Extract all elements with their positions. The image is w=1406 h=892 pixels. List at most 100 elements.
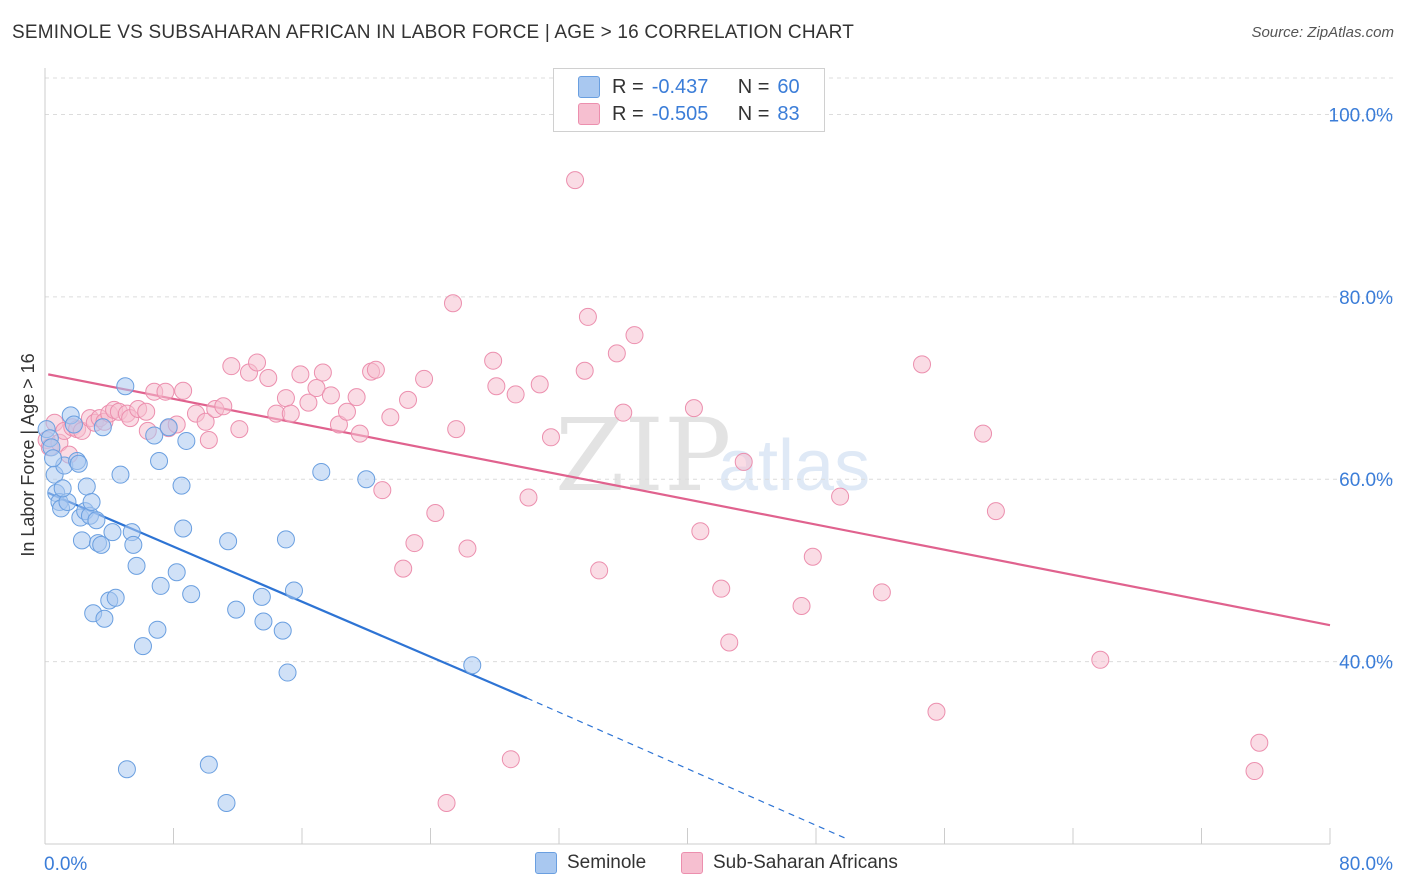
subsaharan-point (156, 382, 175, 401)
chart-source: Source: ZipAtlas.com (1251, 24, 1394, 41)
legend-n-label: N = (737, 102, 770, 125)
subsaharan-point (484, 351, 503, 370)
subsaharan-point (487, 377, 506, 396)
subsaharan-point (913, 355, 932, 374)
subsaharan-point (405, 534, 424, 553)
subsaharan-point (607, 344, 626, 363)
subsaharan-point (530, 375, 549, 394)
subsaharan-point (321, 386, 340, 405)
seminole-point (92, 535, 111, 554)
seminole-point (463, 656, 482, 675)
subsaharan-trend-line (48, 373, 1331, 627)
subsaharan-point (519, 488, 538, 507)
subsaharan-point (974, 424, 993, 443)
axis-labels: 40.0% 60.0% 80.0% 100.0% 0.0% 80.0% (44, 105, 1393, 875)
subsaharan-point (1250, 733, 1269, 752)
legend-r-value: -0.437 (651, 75, 709, 98)
seminole-point (278, 663, 297, 682)
seminole-point (172, 476, 191, 495)
seminole-point (116, 377, 135, 396)
seminole-point (357, 470, 376, 489)
legend-swatch-seminole (578, 76, 600, 98)
legend-r-value: -0.505 (651, 102, 709, 125)
legend-n-label: N = (737, 75, 770, 98)
legend-row-seminole: R = -0.437 N = 60 (578, 74, 800, 100)
subsaharan-point (230, 420, 249, 439)
seminole-point (217, 793, 236, 812)
seminole-point (106, 588, 125, 607)
seminole-point (150, 452, 169, 470)
y-tick-label: 100.0% (1329, 105, 1394, 126)
seminole-point (174, 519, 193, 538)
legend-swatch-subsaharan (578, 103, 600, 125)
subsaharan-point (174, 381, 193, 400)
y-tick-label: 60.0% (1339, 470, 1393, 491)
legend-r-label: R = (612, 102, 644, 125)
seminole-point (151, 576, 170, 595)
subsaharan-point (259, 369, 278, 388)
subsaharan-point (691, 522, 710, 541)
subsaharan-point (734, 452, 753, 471)
y-axis-label: In Labor Force | Age > 16 (18, 353, 38, 556)
subsaharan-point (506, 385, 525, 404)
subsaharan-point (443, 294, 462, 313)
subsaharan-point (381, 408, 400, 427)
legend-row-subsaharan: R = -0.505 N = 83 (578, 101, 800, 127)
subsaharan-point (222, 357, 241, 376)
seminole-point (276, 530, 295, 549)
subsaharan-point (831, 487, 850, 506)
subsaharan-point (276, 389, 295, 408)
subsaharan-point (614, 403, 633, 422)
subsaharan-point (575, 361, 594, 380)
seminole-point (252, 587, 271, 606)
y-tick-label: 40.0% (1339, 653, 1393, 674)
bottom-legend-seminole: Seminole (535, 852, 646, 874)
seminole-point (167, 563, 186, 582)
subsaharan-point (337, 402, 356, 421)
subsaharan-point (399, 390, 418, 409)
subsaharan-point (426, 503, 445, 522)
seminole-point (93, 418, 112, 437)
subsaharan-point (214, 397, 233, 416)
subsaharan-point (872, 583, 891, 602)
x-tick-label: 80.0% (1339, 854, 1393, 875)
seminole-point (69, 454, 88, 473)
subsaharan-point (350, 424, 369, 443)
subsaharan-point (415, 369, 434, 388)
subsaharan-point (541, 428, 560, 447)
subsaharan-point (720, 633, 739, 652)
seminole-point (103, 523, 122, 542)
bottom-legend-swatch-seminole (535, 852, 557, 874)
seminole-point (273, 621, 292, 640)
x-tick-label: 0.0% (44, 854, 87, 875)
seminole-point (145, 426, 164, 445)
subsaharan-point (248, 353, 267, 372)
subsaharan-point (199, 431, 218, 450)
subsaharan-point (313, 363, 332, 382)
bottom-legend-label-subsaharan: Sub-Saharan Africans (713, 852, 898, 873)
subsaharan-point (291, 365, 310, 384)
data-points (37, 171, 1269, 812)
seminole-point (82, 493, 101, 512)
seminole-point (312, 462, 331, 481)
seminole-point (159, 418, 178, 437)
chart-title: SEMINOLE VS SUBSAHARAN AFRICAN IN LABOR … (12, 22, 855, 43)
subsaharan-point (684, 399, 703, 418)
seminole-point (117, 760, 136, 779)
seminole-point (133, 637, 152, 656)
seminole-point (111, 465, 130, 484)
seminole-point (87, 511, 106, 530)
legend-box: R = -0.437 N = 60 R = -0.505 N = 83 (553, 68, 825, 132)
subsaharan-point (196, 412, 215, 431)
subsaharan-point (458, 539, 477, 558)
seminole-trend-extension (526, 697, 849, 840)
seminole-point (124, 535, 143, 554)
seminole-point (177, 431, 196, 450)
seminole-point (148, 620, 167, 639)
subsaharan-point (437, 793, 456, 812)
seminole-point (219, 532, 238, 551)
subsaharan-point (578, 307, 597, 326)
subsaharan-point (366, 360, 385, 379)
subsaharan-point (307, 379, 326, 398)
